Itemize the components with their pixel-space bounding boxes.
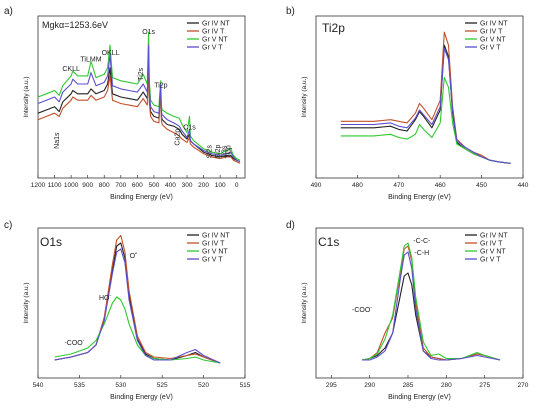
series-line-gr-v-t [37,44,241,163]
legend-entry: Gr V NT [480,37,506,44]
peak-annotation: Si2s [207,144,214,158]
peak-annotation: Ca2p [174,129,181,146]
x-tick-label: 700 [115,182,126,189]
legend-entry: Gr IV T [202,29,225,36]
x-tick-label: 1200 [31,182,46,189]
x-tick-label: 1100 [48,182,62,189]
x-tick-label: 285 [403,382,414,389]
x-tick-label: 540 [33,382,44,389]
peak-annotation: Si2p [215,144,222,158]
x-tick-label: 280 [441,382,452,389]
series-line-gr-v-nt [54,296,221,364]
legend-entry: Gr IV T [480,29,503,36]
annotation-superscript: - [83,338,85,344]
peak-annotation: Ti3s [221,145,228,158]
legend-entry: Gr V T [480,45,501,52]
y-axis-label: Intensity (a.u.) [23,282,30,323]
x-tick-label: 600 [132,182,143,189]
legend-entry: Gr IV T [202,241,225,248]
x-tick-label: 520 [198,382,209,389]
x-tick-label: 0 [235,182,239,189]
x-tick-label: 100 [215,182,226,189]
annotation-superscript: - [109,293,111,299]
panel-1: b) Ti2p 490 480 470 460 450 440 Binding Energy (… [286,6,529,201]
panel-label: b) [286,6,295,17]
x-tick-label: 900 [82,182,93,189]
legend-entry: Gr V T [480,257,501,264]
peak-annotation: -COO- [352,305,372,314]
x-axis-label: Binding Energy (eV) [110,394,173,401]
x-axis-label: Binding Energy (eV) [110,194,173,201]
x-axis-label: Binding Energy (eV) [388,394,451,401]
peak-annotation: CKLL [62,66,80,73]
y-axis-label: Intensity (a.u.) [301,76,308,117]
x-tick-label: 800 [99,182,110,189]
y-axis-label: Intensity (a.u.) [23,76,30,117]
peak-annotation: Ti2s [138,67,145,80]
x-tick-label: 440 [518,182,529,189]
x-tick-label: 450 [476,182,487,189]
panel-2: c) O1s 540 535 530 525 520 515 Binding Energy (e… [4,220,251,401]
panel-title: Ti2p [322,21,345,35]
legend-entry: Gr IV NT [202,233,230,240]
legend-entry: Gr IV NT [480,21,508,28]
legend-entry: Gr IV T [480,241,503,248]
legend-entry: Gr IV NT [202,21,230,28]
panel-label: a) [4,6,13,17]
x-tick-label: 530 [115,382,126,389]
peak-annotation: -C-H [414,250,429,257]
series-line-gr-v-t [54,248,221,364]
x-tick-label: 535 [74,382,85,389]
peak-annotation: Ti2p [154,82,167,89]
peak-annotation: Ti3p [226,145,233,158]
x-tick-label: 300 [182,182,193,189]
inset-text: Mgkα=1253.6eV [42,20,108,30]
peak-annotation: O1s [142,29,155,36]
peak-annotation: -C-C- [413,238,431,245]
x-tick-label: 460 [435,182,446,189]
x-tick-label: 275 [479,382,490,389]
plot-frame [315,15,524,179]
x-tick-label: 400 [165,182,176,189]
peak-annotation: O• [130,251,137,260]
peak-annotation: C1s [183,124,196,131]
x-tick-label: 515 [240,382,251,389]
x-tick-label: 270 [518,382,529,389]
x-tick-label: 290 [364,382,375,389]
x-tick-label: 490 [311,182,322,189]
series-line-gr-v-t [340,47,511,164]
panel-title: C1s [318,235,339,249]
plot-frame [315,227,524,379]
legend-entry: Gr IV NT [480,233,508,240]
x-tick-label: 200 [198,182,209,189]
peak-annotation: TiLMM [80,56,101,63]
x-tick-label: 295 [326,382,337,389]
legend-entry: Gr V T [202,257,223,264]
legend-entry: Gr V NT [480,249,506,256]
legend-entry: Gr V NT [202,249,228,256]
panel-3: d) C1s 295 290 285 280 275 270 Binding Energy (e… [286,220,529,401]
peak-annotation: HO- [99,293,112,302]
legend-entry: Gr V T [202,45,223,52]
x-tick-label: 1000 [64,182,79,189]
panel-label: d) [286,220,295,231]
annotation-superscript: • [135,251,137,257]
x-tick-label: 500 [148,182,159,189]
panel-label: c) [4,220,12,231]
x-tick-label: 525 [157,382,168,389]
series-line-gr-iv-t [37,60,241,164]
x-axis-label: Binding Energy (eV) [388,194,451,201]
panel-title: O1s [40,235,62,249]
peak-annotation: Na1s [54,132,61,149]
x-tick-label: 480 [352,182,363,189]
series-line-gr-v-t [362,251,501,361]
y-axis-label: Intensity (a.u.) [301,282,308,323]
legend-entry: Gr V NT [202,37,228,44]
peak-annotation: -COO- [64,338,84,347]
annotation-superscript: - [370,305,372,311]
peak-annotation: OKLL [102,50,120,57]
x-tick-label: 470 [393,182,404,189]
